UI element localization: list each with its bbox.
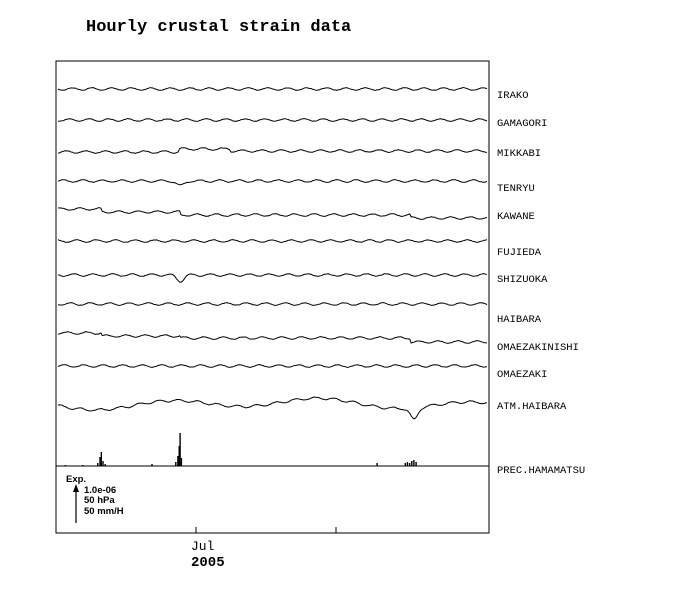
scale-precip: 50 mm/H xyxy=(84,506,124,517)
series-trace xyxy=(57,331,488,344)
plot-frame xyxy=(55,60,490,534)
station-label: IRAKO xyxy=(497,90,529,102)
station-label: HAIBARA xyxy=(497,314,542,326)
series-trace xyxy=(58,302,488,306)
x-year-label: 2005 xyxy=(191,555,225,571)
series-trace xyxy=(57,118,488,122)
precip-bar xyxy=(406,462,409,466)
series-trace xyxy=(57,207,488,220)
precip-bars xyxy=(64,433,417,466)
precip-bar xyxy=(99,457,101,466)
series-trace xyxy=(57,364,488,368)
series-trace xyxy=(57,147,488,154)
station-label: ATM.HAIBARA xyxy=(497,401,567,413)
x-tick-label: Jul xyxy=(191,539,215,554)
scale-pressure: 50 hPa xyxy=(84,495,115,506)
precip-bar xyxy=(177,456,179,466)
series-trace xyxy=(57,179,488,186)
station-label: KAWANE xyxy=(497,211,535,223)
precip-bar xyxy=(100,452,102,466)
station-label: OMAEZAKINISHI xyxy=(497,342,579,354)
series-trace xyxy=(57,239,488,243)
precip-bar xyxy=(82,465,84,466)
scale-strain: 1.0e-06 xyxy=(84,485,116,496)
precip-bar xyxy=(104,464,106,466)
precip-bar xyxy=(64,465,67,466)
precip-bar xyxy=(175,462,177,466)
station-label: GAMAGORI xyxy=(497,118,547,130)
precip-bar xyxy=(413,460,415,466)
station-label: TENRYU xyxy=(497,183,535,195)
precip-bar xyxy=(415,462,417,466)
station-label: MIKKABI xyxy=(497,148,541,160)
series-labels: IRAKO GAMAGORI MIKKABI TENRYU KAWANE FUJIEDA S… xyxy=(497,90,585,477)
precip-bar xyxy=(179,433,181,466)
scale-legend-label: Exp. xyxy=(66,474,86,485)
scale-arrow-icon xyxy=(73,484,79,492)
station-label: FUJIEDA xyxy=(497,247,542,259)
series-traces xyxy=(57,87,488,420)
precip-bar xyxy=(97,463,99,466)
scale-legend: Exp. 1.0e-06 50 hPa 50 mm/H xyxy=(66,474,124,523)
precip-bar xyxy=(376,463,378,466)
series-trace xyxy=(57,273,488,283)
station-label: SHIZUOKA xyxy=(497,274,548,286)
station-label: OMAEZAKI xyxy=(497,369,547,381)
series-trace xyxy=(57,87,488,91)
chart-title: Hourly crustal strain data xyxy=(86,18,351,37)
precip-bar xyxy=(404,463,406,466)
precip-bar xyxy=(102,461,104,466)
precip-bar xyxy=(151,464,153,466)
series-trace xyxy=(57,396,488,420)
precip-bar xyxy=(408,463,411,466)
station-label: PREC.HAMAMATSU xyxy=(497,465,585,477)
precip-bar xyxy=(411,461,413,466)
precip-bar xyxy=(178,446,180,466)
precip-bar xyxy=(180,458,183,466)
